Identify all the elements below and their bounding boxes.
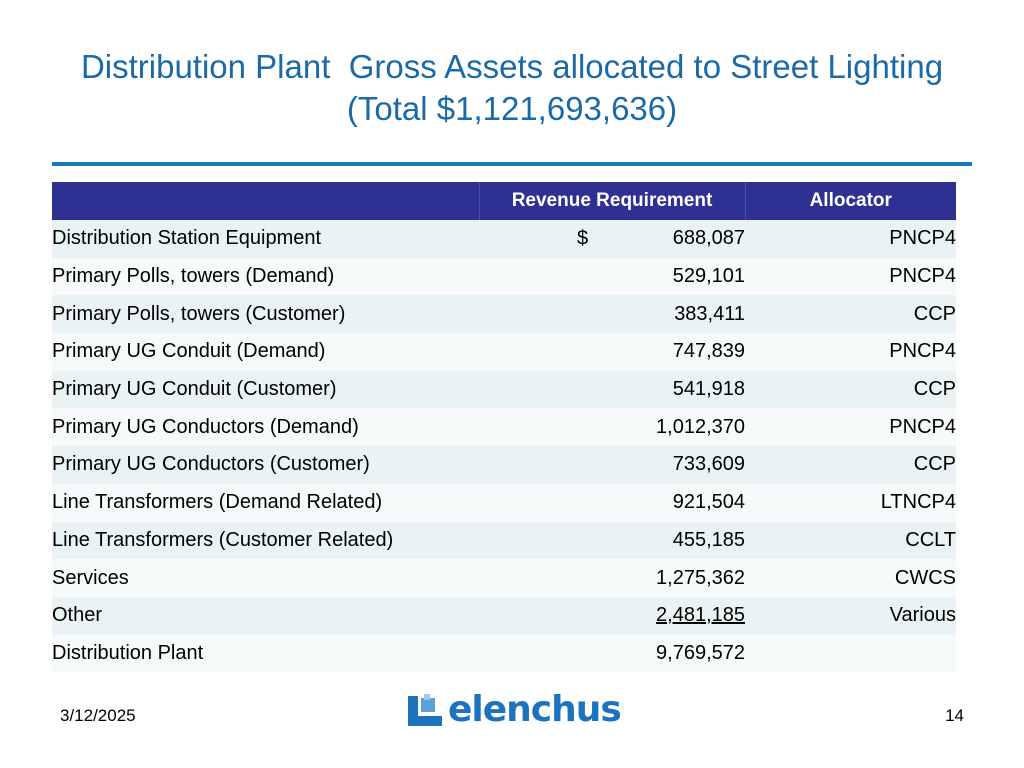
row-revenue: 747,839 (479, 333, 745, 371)
logo-mark-icon (408, 694, 442, 726)
table-row: Services 1,275,362 CWCS (52, 559, 956, 597)
page-number: 14 (945, 706, 964, 725)
title-line-2: (Total $1,121,693,636) (346, 90, 678, 127)
table-row: Distribution Plant 9,769,572 (52, 634, 956, 673)
row-allocator: CWCS (894, 566, 956, 589)
row-allocator: PNCP4 (889, 227, 956, 250)
header-revenue-requirement: Revenue Requirement (478, 182, 746, 220)
row-label: Primary UG Conduit (Demand) (52, 340, 326, 363)
table-row: Line Transformers (Customer Related) 455,… (52, 521, 956, 560)
revenue-value: 383,411 (674, 302, 745, 325)
row-revenue: 921,504 (479, 484, 745, 522)
revenue-value: 9,769,572 (656, 641, 745, 664)
row-revenue: 455,185 (479, 522, 745, 560)
row-label: Services (52, 566, 129, 589)
row-label: Primary UG Conduit (Customer) (52, 378, 337, 401)
row-revenue: 2,481,185 (479, 597, 745, 635)
table-row: Primary UG Conduit (Demand) 747,839 PNCP4 (52, 333, 956, 371)
revenue-value: 2,481,185 (656, 604, 745, 627)
row-revenue: 1,275,362 (479, 559, 745, 597)
row-revenue: 529,101 (479, 258, 745, 296)
revenue-value: 688,087 (672, 227, 745, 250)
allocation-table: Revenue Requirement Allocator Distributi… (52, 182, 956, 673)
table-header-row: Revenue Requirement Allocator (52, 182, 956, 220)
table-row: Primary UG Conductors (Customer) 733,609 C… (52, 446, 956, 484)
revenue-value: 455,185 (672, 528, 745, 551)
title-divider (52, 162, 972, 166)
row-allocator: CCLT (905, 528, 956, 551)
table-row: Other 2,481,185 Various (52, 596, 956, 635)
revenue-value: 1,012,370 (656, 415, 745, 438)
row-revenue: 9,769,572 (479, 635, 745, 673)
row-allocator: PNCP4 (889, 415, 956, 438)
row-allocator: LTNCP4 (880, 491, 956, 514)
revenue-value: 921,504 (672, 491, 745, 514)
elenchus-logo: elenchus (408, 688, 622, 732)
title-line-1: Distribution Plant Gross Assets allocate… (80, 48, 944, 85)
slide-title: Distribution Plant Gross Assets allocate… (0, 46, 1024, 130)
revenue-value: 1,275,362 (656, 566, 745, 589)
row-label: Distribution Plant (52, 641, 204, 664)
header-label (52, 182, 479, 220)
row-allocator: CCP (913, 302, 956, 325)
revenue-value: 747,839 (672, 340, 745, 363)
revenue-value: 541,918 (672, 378, 745, 401)
row-revenue: 733,609 (479, 446, 745, 484)
row-allocator: Various (889, 604, 956, 627)
row-label: Primary Polls, towers (Demand) (52, 265, 335, 288)
table-row: Primary UG Conductors (Demand) 1,012,370 P… (52, 408, 956, 447)
row-revenue: $688,087 (479, 220, 745, 258)
row-allocator: CCP (913, 453, 956, 476)
row-label: Other (52, 604, 103, 627)
table-row: Primary Polls, towers (Demand) 529,101 PNC… (52, 257, 956, 296)
table-row: Distribution Station Equipment $688,087 PN… (52, 220, 956, 258)
row-label: Primary Polls, towers (Customer) (52, 302, 346, 325)
table-row: Primary Polls, towers (Customer) 383,411 C… (52, 295, 956, 334)
row-label: Distribution Station Equipment (52, 227, 322, 250)
row-allocator: PNCP4 (889, 340, 956, 363)
row-allocator: CCP (913, 378, 956, 401)
row-label: Primary UG Conductors (Demand) (52, 415, 359, 438)
header-allocator: Allocator (809, 190, 892, 211)
table-row: Primary UG Conduit (Customer) 541,918 CCP (52, 370, 956, 409)
row-revenue: 1,012,370 (479, 408, 745, 446)
logo-text: elenchus (448, 689, 622, 730)
currency-symbol: $ (577, 227, 589, 250)
revenue-value: 733,609 (672, 453, 745, 476)
row-revenue: 383,411 (479, 295, 745, 333)
row-allocator: PNCP4 (889, 265, 956, 288)
row-allocator (745, 635, 956, 673)
row-label: Line Transformers (Demand Related) (52, 491, 383, 514)
row-label: Primary UG Conductors (Customer) (52, 453, 370, 476)
revenue-value: 529,101 (672, 265, 745, 288)
table-row: Line Transformers (Demand Related) 921,50… (52, 483, 956, 522)
row-label: Line Transformers (Customer Related) (52, 528, 394, 551)
row-revenue: 541,918 (479, 371, 745, 409)
slide-date: 3/12/2025 (60, 706, 136, 725)
